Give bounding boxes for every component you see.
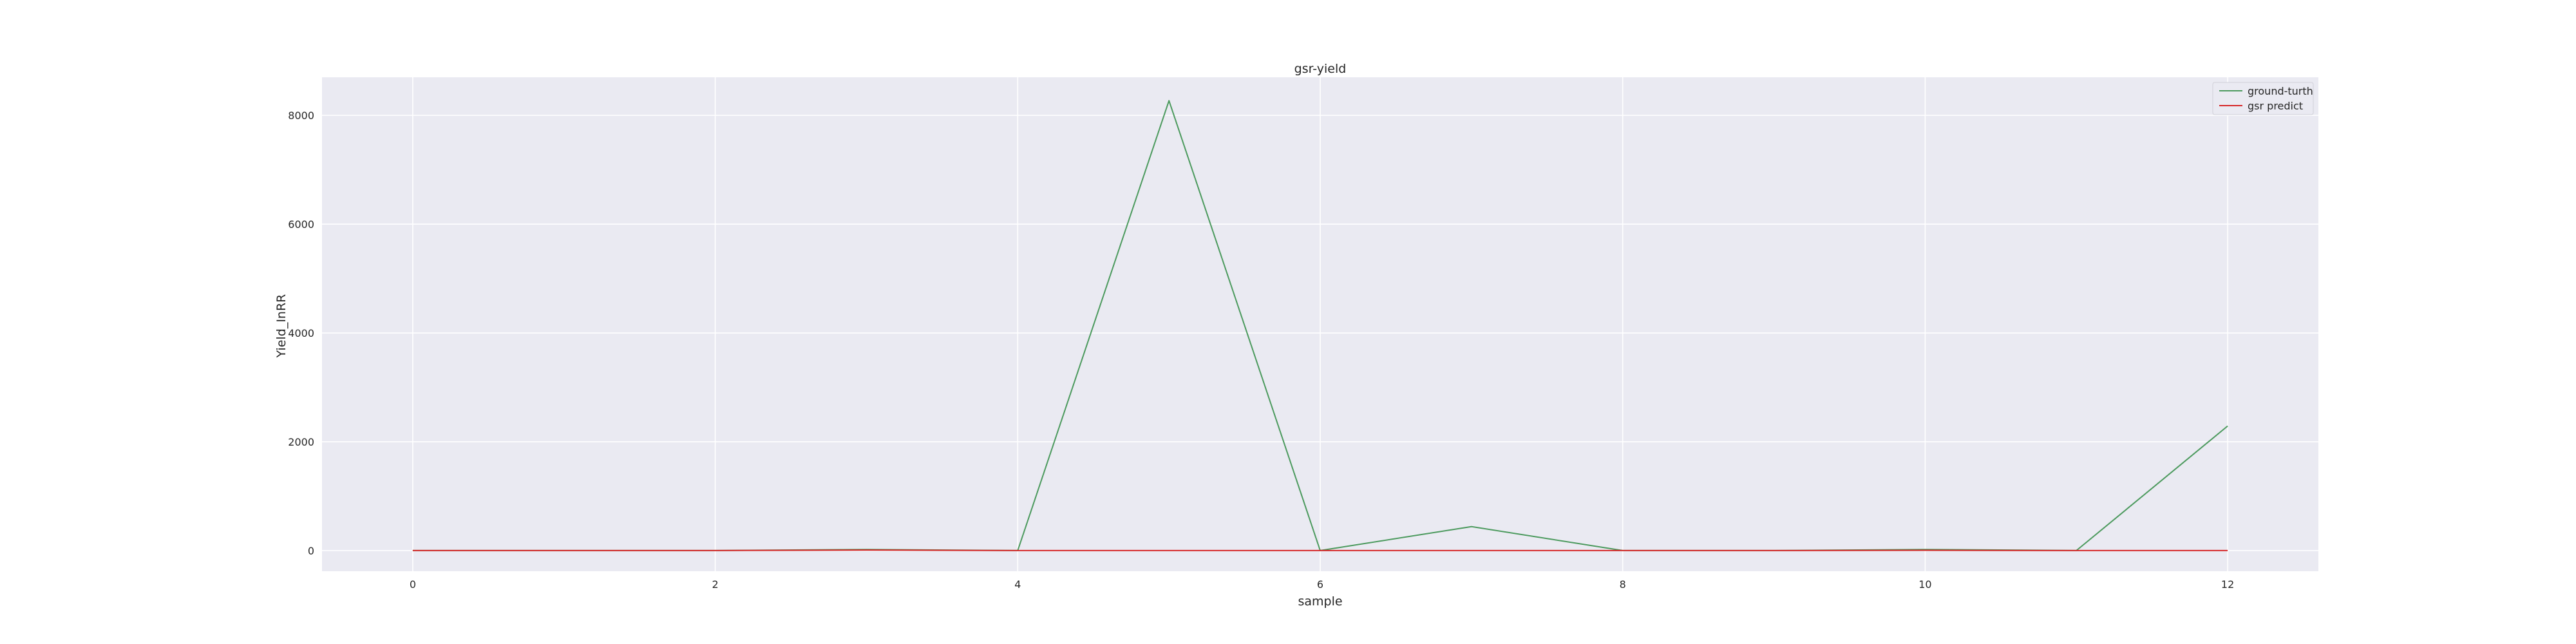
y-tick-label: 8000 (288, 109, 314, 122)
chart-title: gsr-yield (1294, 62, 1347, 76)
y-tick-label: 2000 (288, 436, 314, 448)
series-lines (412, 100, 2228, 551)
x-tick-label: 12 (2221, 578, 2234, 591)
x-axis-label: sample (1298, 594, 1342, 609)
series-line-gsr-predict (412, 549, 2228, 551)
legend-label-gsr-predict: gsr predict (2248, 100, 2303, 112)
x-tick-label: 0 (410, 578, 416, 591)
y-tick-label: 0 (308, 545, 314, 557)
y-axis-label: Yield_InRR (274, 294, 289, 359)
x-tick-label: 4 (1014, 578, 1021, 591)
x-tick-label: 6 (1317, 578, 1323, 591)
x-tick-label: 10 (1918, 578, 1931, 591)
x-gridlines (412, 77, 2228, 571)
legend: ground-turth gsr predict (2212, 82, 2314, 115)
y-tick-label: 4000 (288, 327, 314, 339)
y-tick-labels: 0 2000 4000 6000 8000 (288, 109, 314, 557)
y-tick-label: 6000 (288, 218, 314, 231)
legend-label-ground-turth: ground-turth (2248, 85, 2313, 97)
x-tick-labels: 0 2 4 6 8 10 12 (410, 578, 2234, 591)
x-tick-label: 8 (1620, 578, 1626, 591)
x-tick-label: 2 (712, 578, 719, 591)
